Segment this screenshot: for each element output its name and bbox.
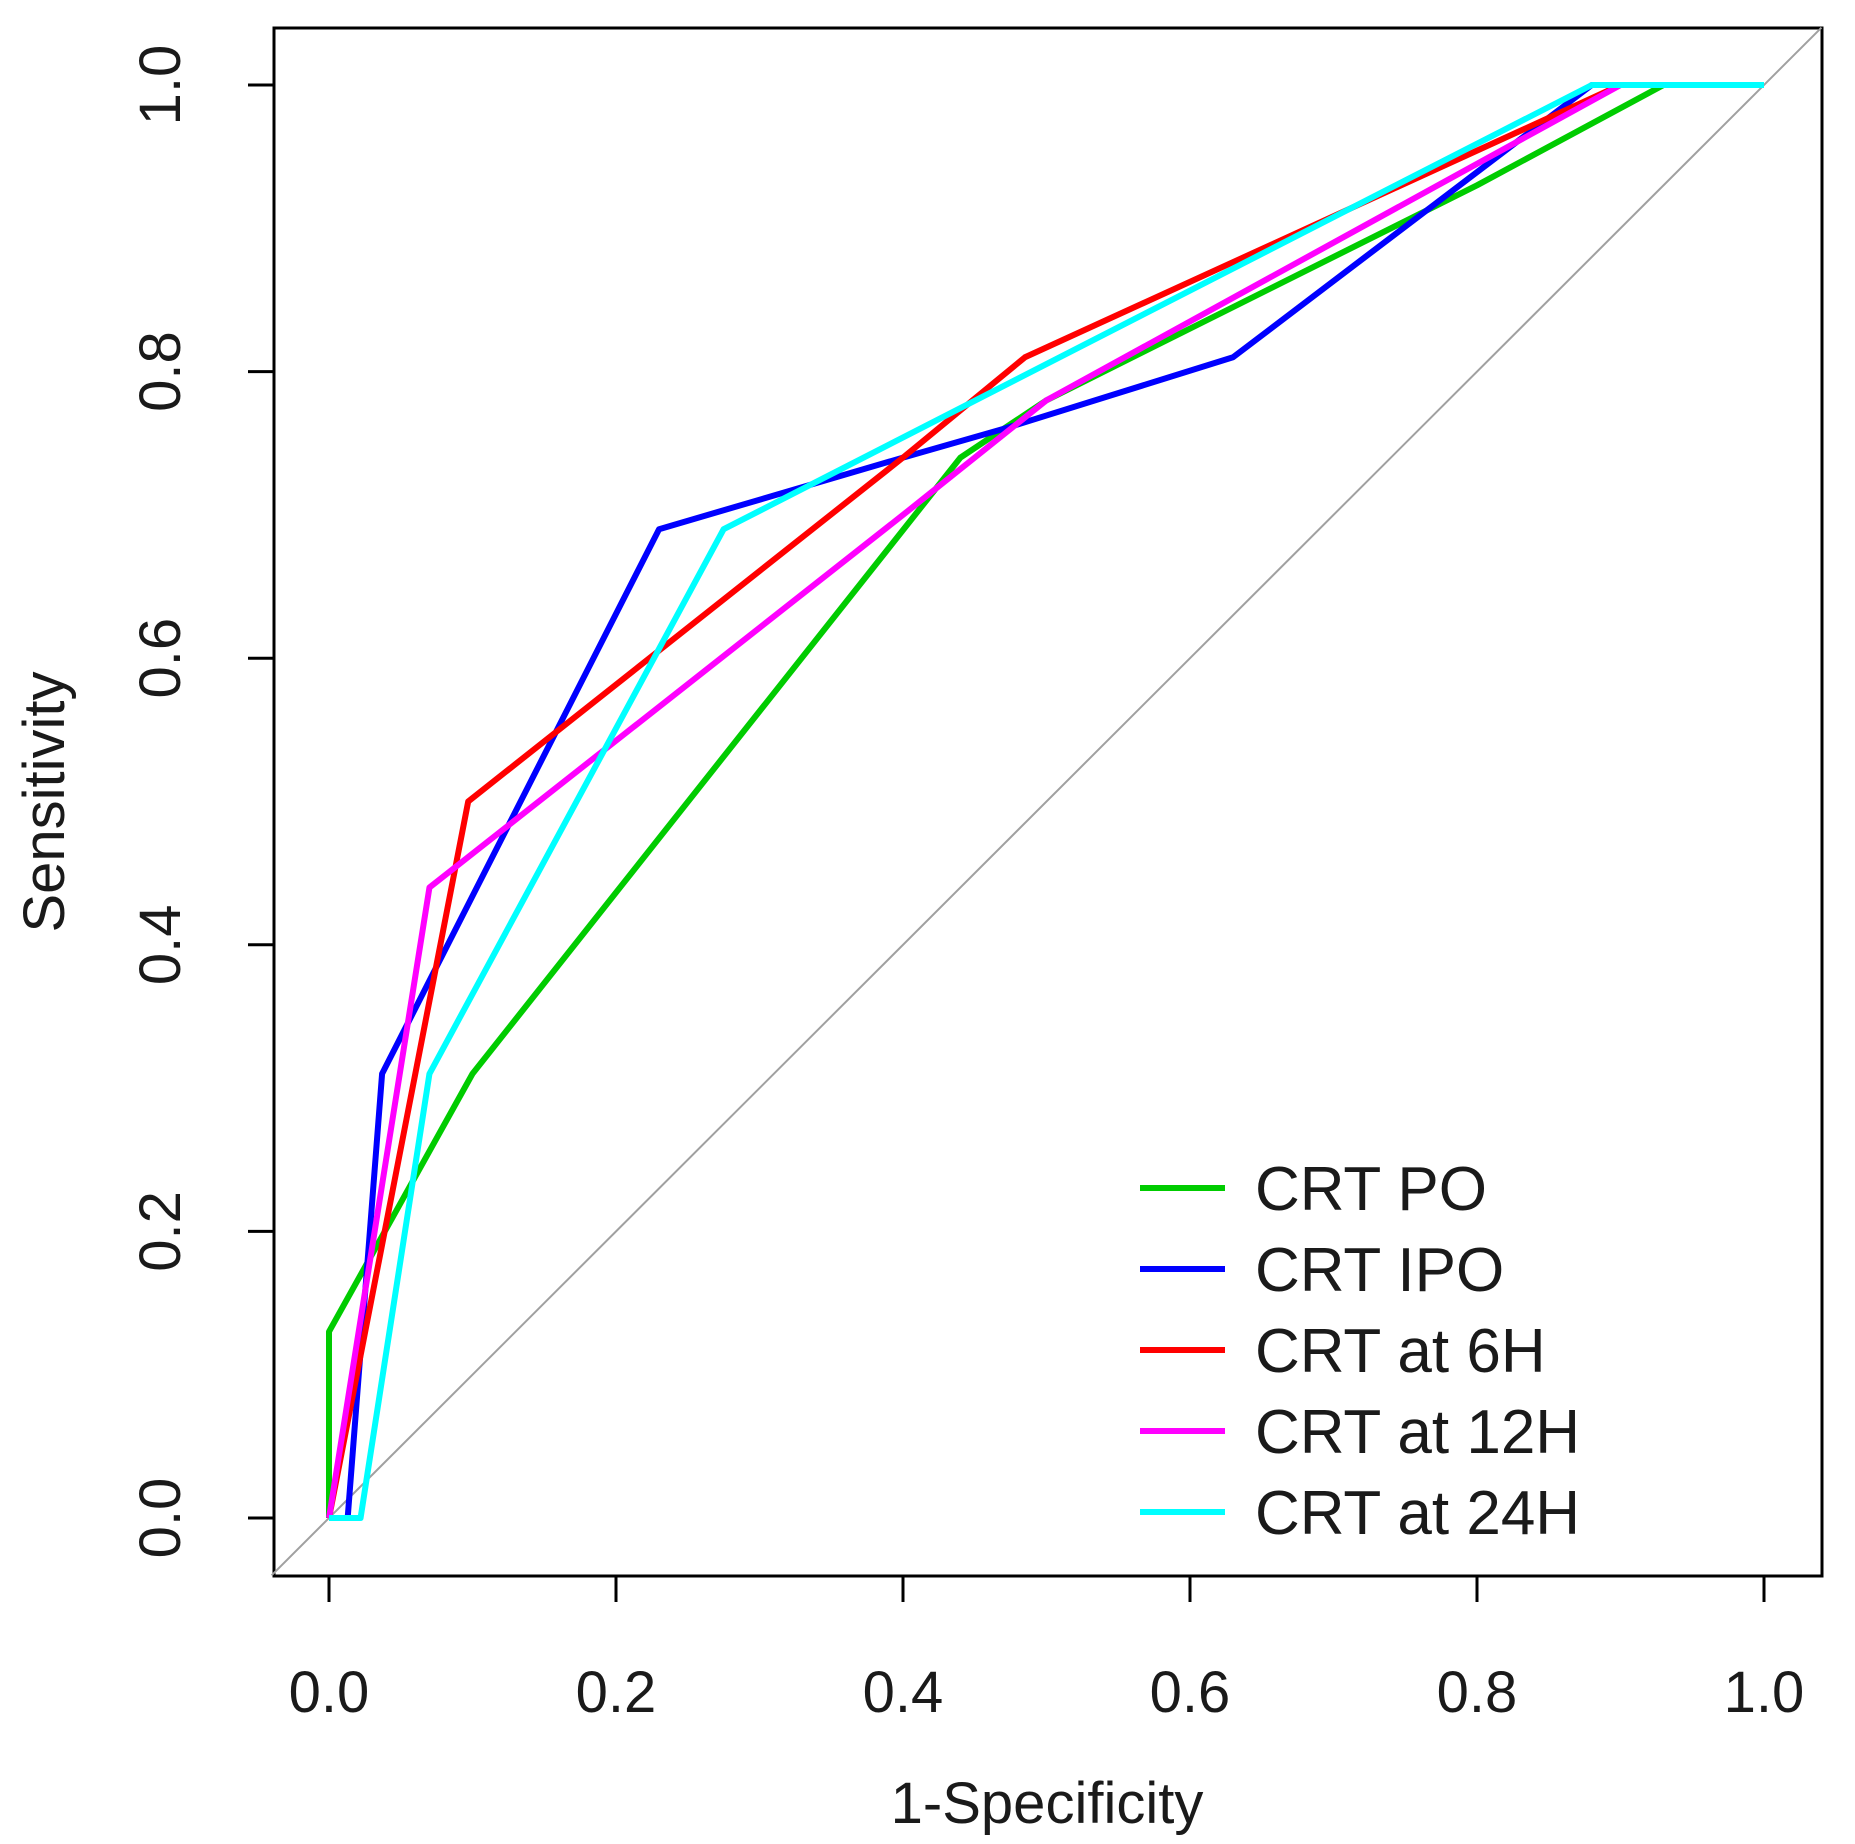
series-group (326, 82, 1764, 1521)
legend-label: CRT at 12H (1255, 1398, 1580, 1467)
x-tick-label: 0.6 (1150, 1660, 1231, 1725)
y-axis-title: Sensitivity (12, 671, 77, 932)
x-tick-label: 0.0 (289, 1660, 370, 1725)
y-tick-label: 0.6 (128, 618, 193, 699)
x-tick-label: 0.8 (1437, 1660, 1518, 1725)
legend-label: CRT at 24H (1255, 1479, 1580, 1548)
legend: CRT PO CRT IPO CRT at 6H CRT at 12H CRT … (1140, 1155, 1580, 1548)
legend-label: CRT IPO (1255, 1236, 1504, 1305)
x-axis: 0.0 0.2 0.4 0.6 0.8 1.0 (289, 1574, 1805, 1725)
legend-label: CRT at 6H (1255, 1317, 1546, 1386)
y-axis: 0.0 0.2 0.4 0.6 0.8 1.0 (128, 45, 276, 1559)
y-tick-label: 0.8 (128, 331, 193, 412)
y-tick-label: 1.0 (128, 45, 193, 126)
series-line-crt-at-24h (329, 82, 1764, 1521)
x-tick-label: 0.2 (576, 1660, 657, 1725)
legend-label: CRT PO (1255, 1155, 1487, 1224)
y-tick-label: 0.2 (128, 1191, 193, 1272)
x-tick-label: 0.4 (863, 1660, 944, 1725)
reference-diagonal (270, 26, 1823, 1577)
x-axis-title: 1-Specificity (891, 1771, 1204, 1836)
y-tick-label: 0.4 (128, 904, 193, 985)
x-tick-label: 1.0 (1724, 1660, 1805, 1725)
y-tick-label: 0.0 (128, 1478, 193, 1559)
